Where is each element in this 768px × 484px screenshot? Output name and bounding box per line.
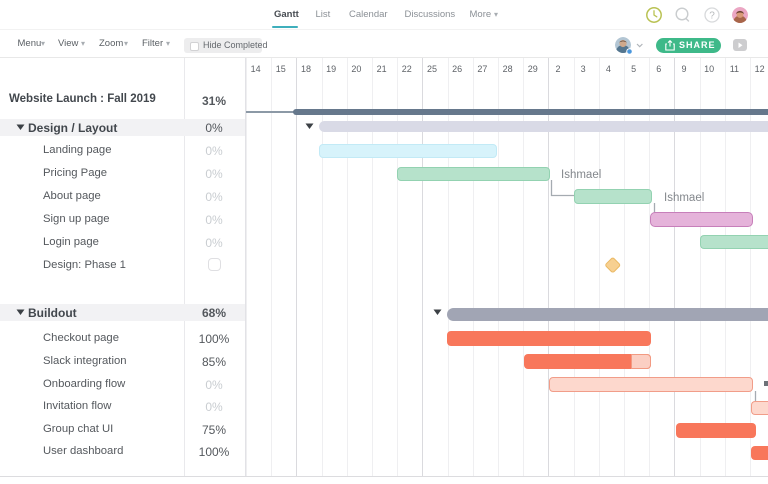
svg-text:?: ? [709, 10, 715, 21]
